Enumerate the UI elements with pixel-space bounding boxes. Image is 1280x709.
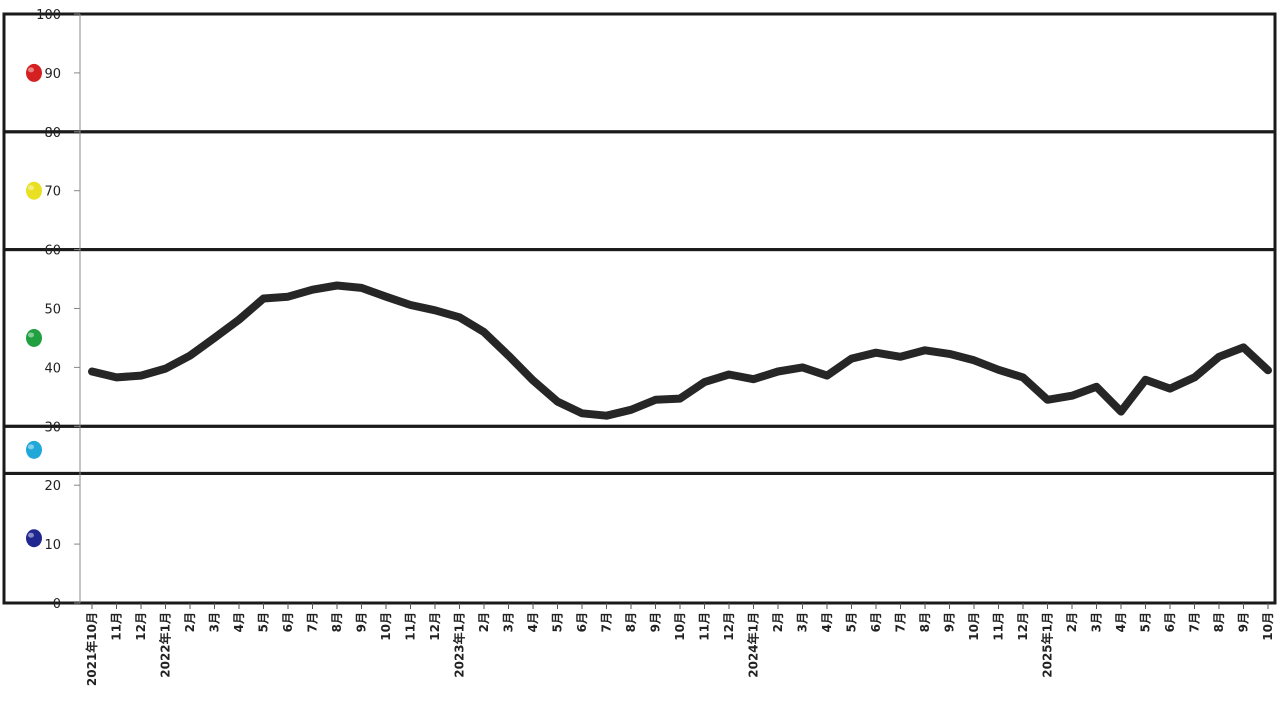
zone-markers (26, 63, 42, 548)
y-axis-ticks: 0 10 20 30 40 50 60 70 80 90 100 (36, 8, 80, 612)
zone-band-2 (2, 248, 1277, 428)
x-tick-label: 9月 (1237, 612, 1251, 632)
x-tick-label: 11月 (698, 612, 712, 641)
x-tick-label: 2022年1月 (158, 612, 173, 678)
x-tick-label: 3月 (502, 612, 516, 632)
x-tick-label: 7月 (306, 612, 320, 632)
x-tick-label: 12月 (722, 612, 736, 641)
x-tick-label: 9月 (355, 612, 369, 632)
x-axis-ticks: 2021年10月 11月 12月 2022年1月 2月 3月 4月 5月 6月 7月 8月 9月 10月… (84, 603, 1275, 686)
x-tick-label: 10月 (379, 612, 393, 641)
zone-marker-1 (26, 181, 42, 200)
x-tick-label: 10月 (673, 612, 687, 641)
y-tick-label: 40 (44, 361, 61, 376)
x-tick-label: 6月 (575, 612, 589, 632)
x-tick-label: 8月 (330, 612, 344, 632)
y-tick-label: 90 (44, 67, 61, 82)
x-tick-label: 8月 (624, 612, 638, 632)
x-tick-label: 2月 (477, 612, 491, 632)
x-tick-label: 8月 (1212, 612, 1226, 632)
y-tick-label: 70 (44, 185, 61, 200)
zone-band-1 (2, 130, 1277, 252)
y-tick-label: 0 (53, 597, 61, 612)
x-tick-label: 6月 (869, 612, 883, 632)
x-tick-label: 6月 (281, 612, 295, 632)
zone-marker-0 (26, 63, 42, 82)
x-tick-label: 10月 (1261, 612, 1275, 641)
x-tick-label: 7月 (894, 612, 908, 632)
zone-marker-2 (26, 328, 42, 347)
series-line-0 (88, 281, 1272, 420)
x-tick-label: 5月 (257, 612, 271, 632)
x-tick-label: 3月 (1090, 612, 1104, 632)
zone-band-3 (2, 424, 1277, 475)
y-tick-label: 100 (36, 8, 61, 23)
x-tick-label: 3月 (208, 612, 222, 632)
y-tick-label: 20 (44, 479, 61, 494)
y-tick-label: 80 (44, 126, 61, 141)
x-tick-label: 5月 (845, 612, 859, 632)
zone-band-4 (2, 471, 1277, 605)
x-tick-label: 9月 (943, 612, 957, 632)
x-tick-label: 4月 (526, 612, 540, 632)
x-tick-label: 11月 (992, 612, 1006, 641)
x-tick-label: 10月 (967, 612, 981, 641)
x-tick-label: 5月 (551, 612, 565, 632)
x-tick-label: 12月 (1016, 612, 1030, 641)
x-tick-label: 12月 (134, 612, 148, 641)
x-tick-label: 7月 (1188, 612, 1202, 632)
x-tick-label: 6月 (1163, 612, 1177, 632)
zone-bands (2, 12, 1277, 605)
x-tick-label: 2月 (183, 612, 197, 632)
y-tick-label: 10 (44, 538, 61, 553)
y-tick-label: 60 (44, 244, 61, 259)
x-tick-label: 3月 (796, 612, 810, 632)
x-tick-label: 2025年1月 (1040, 612, 1055, 678)
zone-marker-4 (26, 529, 42, 548)
x-tick-label: 7月 (600, 612, 614, 632)
x-tick-label: 11月 (110, 612, 124, 641)
series-layer (88, 281, 1272, 420)
x-tick-label: 8月 (918, 612, 932, 632)
x-tick-label: 4月 (232, 612, 246, 632)
x-tick-label: 2023年1月 (452, 612, 467, 678)
x-tick-label: 2021年10月 (84, 612, 99, 686)
x-tick-label: 2月 (771, 612, 785, 632)
zone-band-0 (2, 12, 1277, 134)
x-tick-label: 4月 (1114, 612, 1128, 632)
y-tick-label: 50 (44, 303, 61, 318)
x-tick-label: 2024年1月 (746, 612, 761, 678)
x-tick-label: 2月 (1065, 612, 1079, 632)
x-tick-label: 4月 (820, 612, 834, 632)
y-tick-label: 30 (44, 420, 61, 435)
x-tick-label: 9月 (649, 612, 663, 632)
zone-marker-3 (26, 440, 42, 459)
x-tick-label: 12月 (428, 612, 442, 641)
x-tick-label: 5月 (1139, 612, 1153, 632)
x-tick-label: 11月 (404, 612, 418, 641)
